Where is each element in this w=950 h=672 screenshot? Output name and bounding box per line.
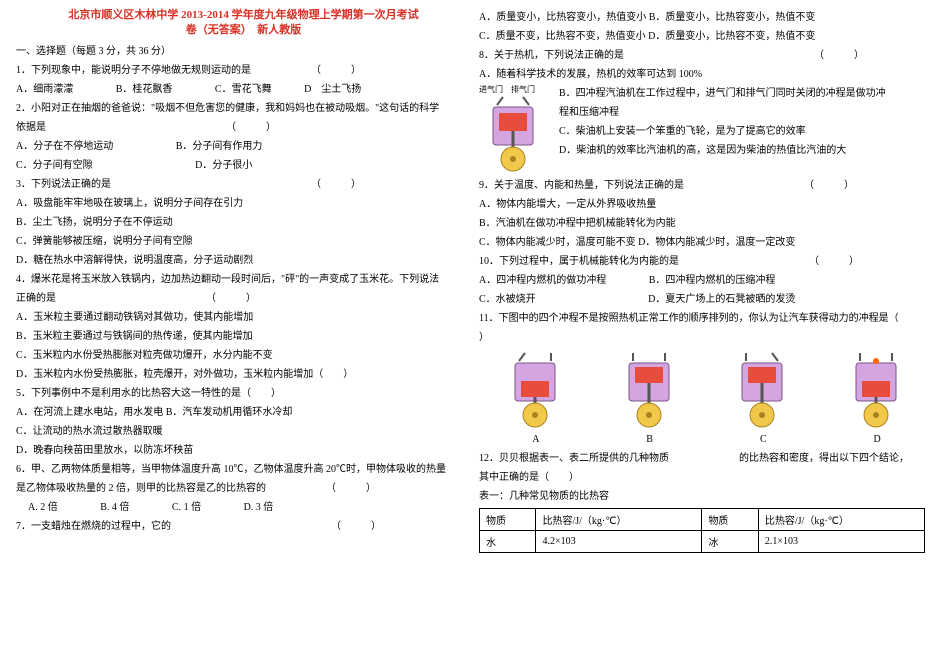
engine-B: B (615, 351, 685, 445)
valve-labels: 进气门 排气门 (479, 84, 559, 95)
q10-ab: A．四冲程内燃机的做功冲程 B．四冲程内燃机的压缩冲程 (479, 271, 934, 290)
q10: 10．下列过程中，属于机械能转化为内能的是（） (479, 252, 934, 271)
engine-D: D (842, 351, 912, 445)
q11-line1: 11．下图中的四个冲程不是按照热机正常工作的顺序排列的，你认为让汽车获得动力的冲… (479, 309, 934, 328)
q3d: D．糖在热水中溶解得快，说明温度高，分子运动剧烈 (16, 251, 471, 270)
td-ice-val: 2.1×103 (758, 531, 924, 553)
q11-line2: ） (479, 328, 934, 347)
q9c: C．物体内能减少时，温度可能不变 D．物体内能减少时，温度一定改变 (479, 233, 934, 252)
q7: 7．一支蜡烛在燃烧的过程中，它的（） (16, 517, 471, 536)
q9a: A．物体内能增大，一定从外界吸收热量 (479, 195, 934, 214)
q4b-opt: B．玉米粒主要通过与铁锅间的热传递，使其内能增加 (16, 327, 471, 346)
q9b: B．汽油机在做功冲程中把机械能转化为内能 (479, 214, 934, 233)
q5a: A．在河流上建水电站，用水发电 B．汽车发动机用循环水冷却 (16, 403, 471, 422)
q3: 3．下列说法正确的是（） (16, 175, 471, 194)
title-line2: 卷（无答案） 新人教版 (186, 24, 302, 36)
q12-line2: 其中正确的是（ ） (479, 468, 934, 487)
th-substance2: 物质 (702, 509, 758, 531)
q4c-opt: C．玉米粒内水份受热膨胀对粒壳做功爆开，水分内能不变 (16, 346, 471, 365)
q3a: A．吸盘能牢牢地吸在玻璃上，说明分子间存在引力 (16, 194, 471, 213)
q1: 1．下列现象中，能说明分子不停地做无规则运动的是（） (16, 61, 471, 80)
q2-opts-ab: A．分子在不停地运动 B．分子间有作用力 (16, 137, 471, 156)
engine-A: A (501, 351, 571, 445)
q3b: B．尘土飞扬，说明分子在不停运动 (16, 213, 471, 232)
engine-C: C (728, 351, 798, 445)
th-substance: 物质 (480, 509, 536, 531)
th-shc: 比热容/J/（kg·℃） (536, 509, 702, 531)
q3c: C．弹簧能够被压缩，说明分子间有空隙 (16, 232, 471, 251)
q8c: C．柴油机上安装一个笨重的飞轮，是为了提高它的效率 (559, 122, 934, 141)
q5c: D．晚春向秧苗田里放水，以防冻坏秧苗 (16, 441, 471, 460)
engine-c-icon (728, 351, 798, 429)
engine-d-icon (842, 351, 912, 429)
table1-title: 表一：几种常见物质的比热容 (479, 487, 934, 506)
q1-options: A．细雨濛濛 B．桂花飘香 C．雪花飞舞 D 尘土飞扬 (16, 80, 471, 99)
q11-engines: A B C (479, 351, 934, 445)
q7-opt-ab: A．质量变小，比热容变小，热值变小 B．质量变小，比热容变小，热值不变 (479, 8, 934, 27)
q2-opts-cd: C．分子间有空隙 D．分子很小 (16, 156, 471, 175)
q6-opts: A. 2 倍 B. 4 倍 C. 1 倍 D. 3 倍 (16, 498, 471, 517)
q8d: D．柴油机的效率比汽油机的高，这是因为柴油的热值比汽油的大 (559, 141, 934, 160)
td-ice: 冰 (702, 531, 758, 553)
q4d-opt: D．玉米粒内水份受热膨胀，粒壳爆开，对外做功，玉米粒内能增加（ ） (16, 365, 471, 384)
left-column: 北京市顺义区木林中学 2013-2014 学年度九年级物理上学期第一次月考试 卷… (12, 8, 475, 664)
q6-line2: 是乙物体吸收热量的 2 倍，则甲的比热容是乙的比热容的（） (16, 479, 471, 498)
q10-cd: C．水被烧开 D．夏天广场上的石凳被晒的发烫 (479, 290, 934, 309)
td-water-val: 4.2×103 (536, 531, 702, 553)
td-water: 水 (480, 531, 536, 553)
table-row: 水 4.2×103 冰 2.1×103 (480, 531, 925, 553)
q7-opt-cd: C．质量不变，比热容不变，热值变小 D．质量变小，比热容不变，热值不变 (479, 27, 934, 46)
q8b2: 程和压缩冲程 (559, 103, 934, 122)
title-line1: 北京市顺义区木林中学 2013-2014 学年度九年级物理上学期第一次月考试 (68, 9, 418, 21)
section-1-head: 一、选择题（每题 3 分，共 36 分） (16, 43, 471, 61)
engine-b-icon (615, 351, 685, 429)
engine-a-icon (501, 351, 571, 429)
q9: 9．关于温度、内能和热量，下列说法正确的是（） (479, 176, 934, 195)
right-column: A．质量变小，比热容变小，热值变小 B．质量变小，比热容变小，热值不变 C．质量… (475, 8, 938, 664)
th-shc2: 比热容/J/（kg·℃） (758, 509, 924, 531)
q8: 8．关于热机，下列说法正确的是（） (479, 46, 934, 65)
q5: 5．下列事例中不是利用水的比热容大这一特性的是（ ） (16, 384, 471, 403)
q5b: C．让流动的热水流过散热器取暖 (16, 422, 471, 441)
engine-icon (479, 95, 549, 173)
q8b: B．四冲程汽油机在工作过程中，进气门和排气门同时关闭的冲程是做功冲 (559, 84, 934, 103)
q12-line1: 12．贝贝根据表一、表二所提供的几种物质的比热容和密度，得出以下四个结论， (479, 449, 934, 468)
q8a: A．随着科学技术的发展，热机的效率可达到 100% (479, 65, 934, 84)
q2-line1: 2．小阳对正在抽烟的爸爸说："吸烟不但危害您的健康，我和妈妈也在被动吸烟。"这句… (16, 99, 471, 118)
table-row: 物质 比热容/J/（kg·℃） 物质 比热容/J/（kg·℃） (480, 509, 925, 531)
q4-line1: 4．爆米花是将玉米放入铁锅内，边加热边翻动一段时间后，"砰"的一声变成了玉米花。… (16, 270, 471, 289)
q6-line1: 6．甲、乙两物体质量相等，当甲物体温度升高 10℃，乙物体温度升高 20℃时，甲… (16, 460, 471, 479)
q4a-opt: A．玉米粒主要通过翻动铁锅对其做功，使其内能增加 (16, 308, 471, 327)
q4-line2: 正确的是（） (16, 289, 471, 308)
specific-heat-table: 物质 比热容/J/（kg·℃） 物质 比热容/J/（kg·℃） 水 4.2×10… (479, 508, 925, 553)
exam-title: 北京市顺义区木林中学 2013-2014 学年度九年级物理上学期第一次月考试 卷… (16, 8, 471, 39)
q2-line2: 依据是（） (16, 118, 471, 137)
q8-engine-block: 进气门 排气门 B．四冲程汽油机在工作过程中，进气门和排气门同时关闭的冲程是做功… (479, 84, 934, 176)
